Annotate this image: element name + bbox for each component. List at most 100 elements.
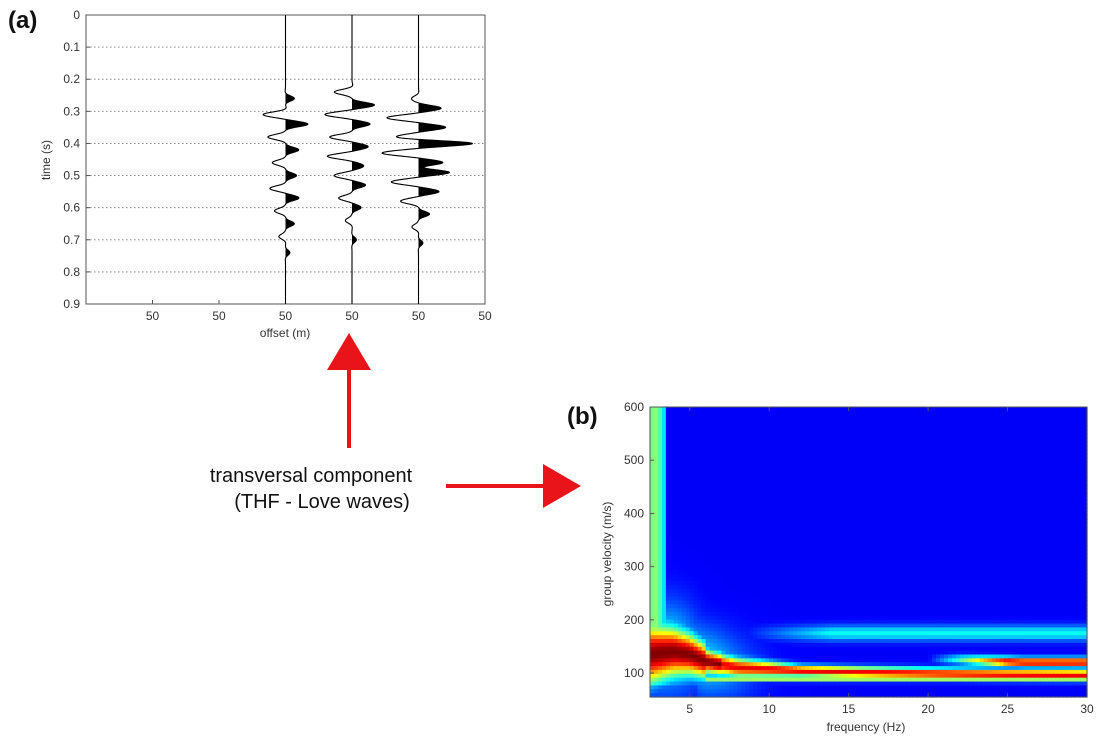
- heatmap-cell: [848, 515, 854, 520]
- heatmap-cell: [657, 561, 663, 567]
- heatmap-cell: [777, 453, 782, 458]
- heatmap-cell: [793, 437, 798, 443]
- heatmap-cell: [701, 693, 707, 698]
- heatmap-cell: [856, 592, 862, 598]
- heatmap-cell: [868, 449, 874, 454]
- heatmap-cell: [745, 584, 750, 590]
- heatmap-cell: [856, 569, 862, 574]
- heatmap-cell: [777, 577, 782, 582]
- heatmap-cell: [689, 569, 695, 574]
- heatmap-cell: [808, 461, 814, 466]
- heatmap-cell: [697, 534, 703, 540]
- heatmap-cell: [789, 515, 794, 520]
- heatmap-cell: [816, 565, 822, 570]
- heatmap-cell: [753, 453, 758, 458]
- heatmap-cell: [840, 608, 846, 613]
- heatmap-cell: [681, 519, 687, 524]
- heatmap-cell: [681, 666, 687, 671]
- heatmap-cell: [789, 600, 794, 605]
- heatmap-cell: [816, 465, 822, 470]
- heatmap-cell: [848, 495, 854, 501]
- heatmap-cell: [717, 561, 723, 567]
- heatmap-cell: [777, 519, 782, 524]
- heatmap-cell: [785, 635, 790, 640]
- heatmap-cell: [681, 523, 687, 528]
- heatmap-cell: [721, 457, 727, 462]
- heatmap-cell: [868, 523, 874, 528]
- heatmap-cell: [745, 449, 750, 454]
- heatmap-cell: [812, 410, 818, 416]
- heatmap-cell: [848, 662, 854, 667]
- heatmap-cell: [709, 488, 715, 493]
- heatmap-cell: [820, 627, 826, 632]
- heatmap-cell: [653, 449, 659, 454]
- heatmap-cell: [757, 414, 762, 420]
- heatmap-cell: [872, 538, 878, 543]
- heatmap-cell: [741, 437, 746, 443]
- heatmap-cell: [864, 550, 870, 555]
- heatmap-cell: [800, 441, 806, 447]
- heatmap-cell: [876, 434, 882, 439]
- heatmap-cell: [840, 654, 846, 659]
- heatmap-cell: [796, 677, 802, 683]
- heatmap-cell: [904, 685, 909, 690]
- heatmap-cell: [673, 418, 679, 424]
- heatmap-cell: [880, 588, 885, 594]
- heatmap-cell: [777, 546, 782, 551]
- heatmap-cell: [657, 600, 663, 605]
- heatmap-cell: [689, 511, 695, 516]
- heatmap-cell: [793, 639, 798, 644]
- heatmap-cell: [753, 615, 758, 621]
- heatmap-cell: [900, 511, 905, 516]
- heatmap-cell: [781, 465, 786, 470]
- heatmap-cell: [796, 492, 802, 497]
- heatmap-cell: [777, 581, 782, 586]
- heatmap-cell: [868, 461, 874, 466]
- heatmap-cell: [661, 449, 667, 454]
- heatmap-cell: [749, 588, 754, 594]
- heatmap-cell: [852, 503, 858, 509]
- heatmap-cell: [820, 681, 826, 686]
- heatmap-cell: [661, 681, 667, 686]
- heatmap-cell: [896, 538, 901, 543]
- heatmap-cell: [773, 604, 778, 609]
- heatmap-cell: [800, 526, 806, 532]
- heatmap-cell: [713, 426, 719, 431]
- heatmap-cell: [804, 569, 810, 574]
- heatmap-cell: [705, 534, 711, 540]
- heatmap-cell: [713, 654, 719, 659]
- heatmap-cell: [701, 538, 707, 543]
- heatmap-cell: [773, 499, 778, 505]
- heatmap-cell: [793, 650, 798, 656]
- heatmap-cell: [820, 553, 826, 559]
- heatmap-cell: [729, 600, 735, 605]
- heatmap-cell: [737, 453, 742, 458]
- heatmap-cell: [880, 611, 885, 617]
- heatmap-cell: [753, 511, 758, 516]
- heatmap-cell: [860, 542, 866, 547]
- heatmap-cell: [669, 492, 675, 497]
- heatmap-cell: [681, 658, 687, 663]
- heatmap-cell: [856, 422, 862, 427]
- heatmap-cell: [733, 414, 738, 420]
- heatmap-cell: [816, 600, 822, 605]
- heatmap-cell: [860, 426, 866, 431]
- heatmap-cell: [860, 611, 866, 617]
- heatmap-cell: [717, 600, 723, 605]
- heatmap-cell: [884, 511, 889, 516]
- heatmap-cell: [840, 619, 846, 625]
- heatmap-cell: [864, 426, 870, 431]
- heatmap-cell: [701, 434, 707, 439]
- heatmap-cell: [745, 515, 750, 520]
- heatmap-cell: [820, 588, 826, 594]
- heatmap-cell: [709, 418, 715, 424]
- heatmap-cell: [677, 673, 683, 679]
- heatmap-cell: [709, 608, 715, 613]
- heatmap-cell: [840, 519, 846, 524]
- heatmap-cell: [785, 611, 790, 617]
- heatmap-cell: [761, 677, 766, 683]
- heatmap-cell: [650, 642, 655, 648]
- heatmap-cell: [785, 588, 790, 594]
- heatmap-cell: [793, 492, 798, 497]
- heatmap-cell: [705, 577, 711, 582]
